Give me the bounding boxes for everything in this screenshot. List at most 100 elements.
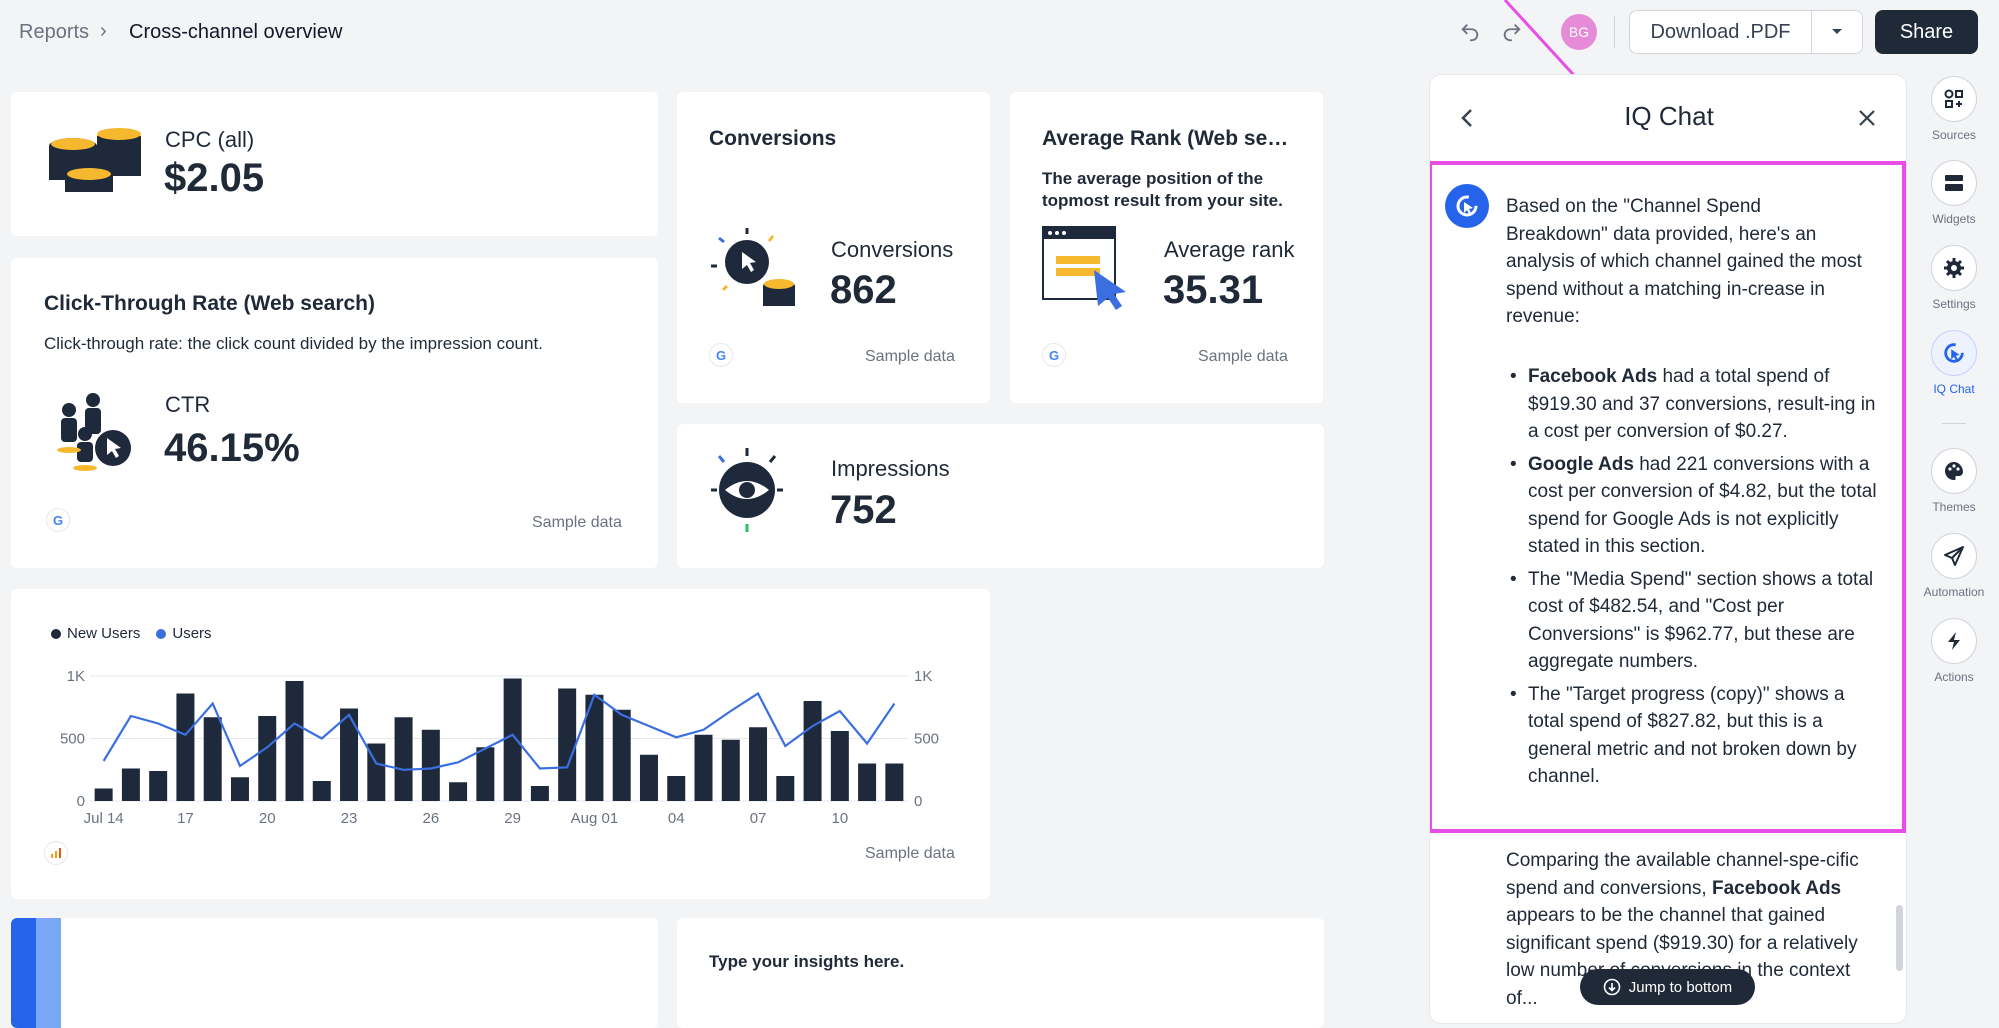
- ctr-label: CTR: [165, 392, 211, 417]
- sample-data-label: Sample data: [1198, 348, 1288, 365]
- bar-new-users: [639, 754, 658, 801]
- x-tick-label: 07: [750, 810, 767, 827]
- google-icon: G: [1042, 343, 1066, 367]
- users-chart: 0 0 500 500 1K 1K Jul 14 17 20 23 26 29 Aug 01 04 07 10: [60, 668, 939, 827]
- bar-new-users: [803, 701, 822, 801]
- target-cursor-icon: [711, 228, 795, 306]
- rail-divider: [1942, 423, 1966, 424]
- ctr-value: 46.15%: [164, 426, 300, 470]
- list-item: The "Media Spend" section shows a total …: [1510, 566, 1878, 676]
- redo-icon[interactable]: [1497, 17, 1527, 47]
- bar-new-users: [858, 763, 877, 801]
- list-item: The "Target progress (copy)" shows a tot…: [1510, 681, 1878, 791]
- download-button-group: Download .PDF: [1629, 10, 1863, 54]
- average-rank-card[interactable]: Average Rank (Web se… The average positi…: [1010, 92, 1323, 403]
- paper-plane-icon: [1931, 533, 1977, 579]
- jump-to-bottom-button[interactable]: Jump to bottom: [1580, 969, 1755, 1005]
- cpc-card[interactable]: CPC (all) $2.05: [11, 92, 658, 236]
- list-item: Google Ads had 221 conversions with a co…: [1510, 451, 1878, 561]
- progress-bar-primary: [11, 918, 36, 1028]
- bar-new-users: [721, 739, 740, 801]
- bar-new-users: [667, 776, 686, 801]
- widgets-icon: [1931, 160, 1977, 206]
- sources-icon: [1931, 76, 1977, 122]
- bar-new-users: [449, 782, 468, 801]
- x-tick-label: Aug 01: [571, 810, 619, 827]
- impressions-label: Impressions: [831, 456, 950, 481]
- bar-new-users: [885, 763, 904, 801]
- progress-card[interactable]: [11, 918, 658, 1028]
- bar-new-users: [558, 688, 577, 801]
- avatar[interactable]: BG: [1561, 14, 1597, 50]
- iq-assistant-avatar-icon: [1445, 184, 1489, 228]
- bar-new-users: [503, 678, 522, 801]
- bar-new-users: [258, 716, 277, 801]
- list-item: Facebook Ads had a total spend of $919.3…: [1510, 363, 1878, 446]
- google-icon: G: [46, 508, 70, 532]
- caret-down-icon: [1832, 29, 1842, 34]
- divider: [1614, 16, 1615, 48]
- chart-legend: New Users Users: [51, 625, 212, 642]
- iq-message-bullets: Facebook Ads had a total spend of $919.3…: [1510, 363, 1878, 796]
- ctr-description: Click-through rate: the click count divi…: [44, 334, 543, 353]
- bar-new-users: [585, 694, 604, 801]
- x-tick-label: 20: [259, 810, 276, 827]
- rail-automation[interactable]: Automation: [1924, 533, 1984, 599]
- breadcrumb-reports-link[interactable]: Reports: [19, 21, 90, 43]
- impressions-value: 752: [830, 488, 897, 532]
- x-tick-label: 10: [831, 810, 848, 827]
- coins-icon: [49, 128, 141, 192]
- chat-scrollbar[interactable]: [1896, 905, 1903, 971]
- rail-settings[interactable]: Settings: [1929, 245, 1979, 311]
- bar-new-users: [749, 727, 768, 801]
- rail-themes[interactable]: Themes: [1929, 448, 1979, 514]
- rail-widgets[interactable]: Widgets: [1929, 160, 1979, 226]
- bar-new-users: [149, 771, 168, 801]
- average-rank-title: Average Rank (Web se…: [1042, 127, 1289, 150]
- y-tick-right: 0: [914, 793, 922, 810]
- breadcrumb-separator: ›: [100, 20, 107, 42]
- legend-users: Users: [172, 625, 212, 642]
- rail-iq-chat[interactable]: IQ Chat: [1929, 330, 1979, 396]
- bar-new-users: [421, 729, 440, 801]
- download-options-dropdown[interactable]: [1812, 11, 1862, 53]
- x-tick-label: 26: [422, 810, 439, 827]
- rail-sources[interactable]: Sources: [1929, 76, 1979, 142]
- iq-chat-panel: IQ Chat Based on the "Channel Spend Brea…: [1429, 74, 1907, 1024]
- ctr-card[interactable]: Click-Through Rate (Web search) Click-th…: [11, 258, 658, 568]
- arrow-down-circle-icon: [1603, 978, 1621, 996]
- analytics-icon: [44, 841, 68, 865]
- bar-new-users: [394, 717, 413, 801]
- rail-actions[interactable]: Actions: [1929, 618, 1979, 684]
- bolt-icon: [1931, 618, 1977, 664]
- share-button[interactable]: Share: [1875, 10, 1978, 54]
- insights-placeholder[interactable]: Type your insights here.: [709, 952, 905, 971]
- ctr-title: Click-Through Rate (Web search): [44, 292, 375, 315]
- bar-new-users: [612, 709, 631, 801]
- close-icon[interactable]: [1852, 103, 1882, 133]
- y-tick-left: 1K: [67, 668, 85, 685]
- y-tick-left: 0: [77, 793, 85, 810]
- insights-card[interactable]: Type your insights here.: [677, 918, 1324, 1028]
- conversions-card[interactable]: Conversions Conversions 862 G Sample dat…: [677, 92, 990, 403]
- bar-new-users: [230, 777, 249, 801]
- x-tick-label: 23: [341, 810, 358, 827]
- y-tick-right: 1K: [914, 668, 932, 685]
- average-rank-label: Average rank: [1164, 237, 1295, 262]
- undo-icon[interactable]: [1455, 17, 1485, 47]
- users-chart-card[interactable]: New Users Users 0 0 500 500 1K 1K Jul 14 17 20 23…: [11, 589, 990, 899]
- back-chevron-icon[interactable]: [1452, 103, 1482, 133]
- download-pdf-button[interactable]: Download .PDF: [1630, 11, 1812, 53]
- cpc-value: $2.05: [164, 156, 265, 200]
- legend-dot-new-users: [51, 628, 61, 639]
- iq-chat-title: IQ Chat: [1624, 101, 1714, 131]
- google-icon: G: [709, 343, 733, 367]
- bar-new-users: [203, 717, 222, 801]
- bar-new-users: [285, 681, 304, 801]
- bar-new-users: [694, 734, 713, 801]
- eye-icon: [711, 448, 783, 532]
- bar-new-users: [530, 786, 549, 801]
- jump-to-bottom-label: Jump to bottom: [1628, 978, 1733, 996]
- impressions-card[interactable]: Impressions 752: [677, 424, 1324, 568]
- bar-new-users: [312, 781, 331, 801]
